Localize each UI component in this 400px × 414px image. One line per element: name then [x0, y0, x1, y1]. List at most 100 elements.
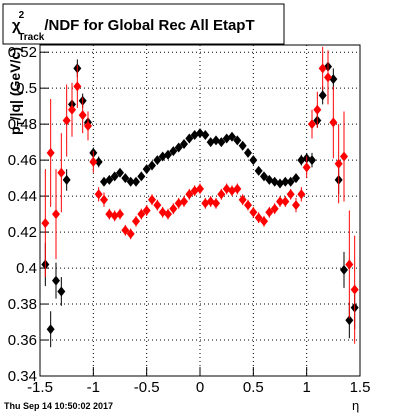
marker — [345, 315, 354, 326]
marker — [57, 286, 66, 297]
marker — [126, 176, 135, 187]
marker — [292, 200, 300, 211]
marker — [196, 183, 204, 194]
marker — [249, 155, 258, 166]
marker — [308, 155, 316, 166]
marker — [153, 155, 162, 166]
x-tick-label: 0 — [196, 379, 204, 396]
title-box — [2, 3, 285, 45]
marker — [334, 158, 343, 169]
marker — [238, 140, 247, 151]
y-tick-label: 0.38 — [8, 296, 37, 313]
marker — [52, 275, 60, 286]
marker — [169, 203, 178, 214]
marker — [84, 120, 92, 131]
marker — [260, 171, 268, 182]
marker — [110, 171, 119, 182]
marker — [302, 162, 311, 173]
marker — [286, 176, 295, 187]
marker — [249, 207, 258, 218]
marker — [180, 196, 188, 207]
marker — [286, 189, 295, 200]
marker — [217, 137, 226, 148]
marker — [148, 160, 156, 171]
marker — [41, 218, 50, 229]
marker — [244, 147, 252, 158]
marker — [153, 200, 162, 211]
marker — [78, 110, 87, 121]
marker — [265, 207, 274, 218]
marker — [121, 173, 130, 184]
title-symbol: χ — [12, 17, 21, 34]
marker — [350, 284, 359, 295]
marker — [164, 209, 172, 220]
marker — [137, 209, 146, 220]
marker — [185, 133, 194, 144]
marker — [244, 200, 252, 211]
chart-title: χ2 Track/NDF for Global Rec All EtapT — [12, 10, 255, 43]
marker — [68, 104, 76, 115]
y-tick-label: 0.4 — [16, 260, 37, 277]
y-label-text: /|q| (GeV/c) — [7, 47, 23, 120]
marker — [142, 164, 151, 175]
marker — [212, 198, 220, 209]
marker — [132, 176, 140, 187]
y-tick-label: 0.48 — [8, 116, 37, 133]
marker — [148, 194, 156, 205]
x-tick-label: -0.5 — [134, 379, 160, 396]
marker — [318, 63, 327, 74]
title-sub: Track — [18, 32, 45, 43]
marker — [126, 228, 135, 239]
marker — [105, 174, 114, 185]
marker — [164, 149, 172, 160]
marker — [46, 324, 55, 335]
y-tick-label: 0.5 — [16, 80, 37, 97]
marker — [132, 216, 140, 227]
y-tick-label: 0.42 — [8, 224, 37, 241]
marker — [62, 115, 71, 126]
marker — [308, 119, 316, 130]
y-axis-label: pT/|q| (GeV/c) — [7, 47, 27, 135]
marker — [292, 173, 300, 184]
x-tick-label: 0.5 — [243, 379, 264, 396]
marker — [228, 131, 236, 142]
marker — [238, 194, 247, 205]
marker — [345, 259, 354, 270]
marker — [276, 196, 284, 207]
marker — [233, 135, 242, 146]
marker — [52, 209, 60, 220]
marker — [73, 81, 82, 92]
y-tick-label: 0.34 — [8, 368, 37, 385]
marker — [217, 189, 226, 200]
marker — [180, 138, 188, 149]
y-tick-label: 0.52 — [8, 44, 37, 61]
marker — [57, 167, 66, 178]
x-tick-label: 1 — [302, 379, 310, 396]
y-label-main: p — [7, 126, 23, 135]
marker — [270, 203, 279, 214]
marker — [116, 167, 124, 178]
x-axis-label: η — [352, 398, 359, 413]
marker — [329, 117, 338, 128]
footer: Thu Sep 14 10:50:02 2017 — [4, 401, 113, 411]
marker — [324, 72, 332, 83]
marker — [281, 176, 290, 187]
marker — [100, 194, 108, 205]
y-tick-label: 0.36 — [8, 332, 37, 349]
title-sup: 2 — [19, 10, 25, 21]
marker — [254, 212, 263, 223]
marker — [281, 196, 290, 207]
y-tick-label: 0.44 — [8, 188, 37, 205]
marker — [201, 129, 210, 140]
marker — [340, 264, 348, 275]
x-tick-label: 1.5 — [350, 379, 371, 396]
marker — [121, 225, 130, 236]
marker — [62, 174, 71, 185]
marker — [260, 216, 268, 227]
title-text: /NDF for Global Rec All EtapT — [44, 17, 254, 34]
marker — [94, 156, 103, 167]
marker — [174, 142, 183, 153]
marker — [89, 156, 98, 167]
